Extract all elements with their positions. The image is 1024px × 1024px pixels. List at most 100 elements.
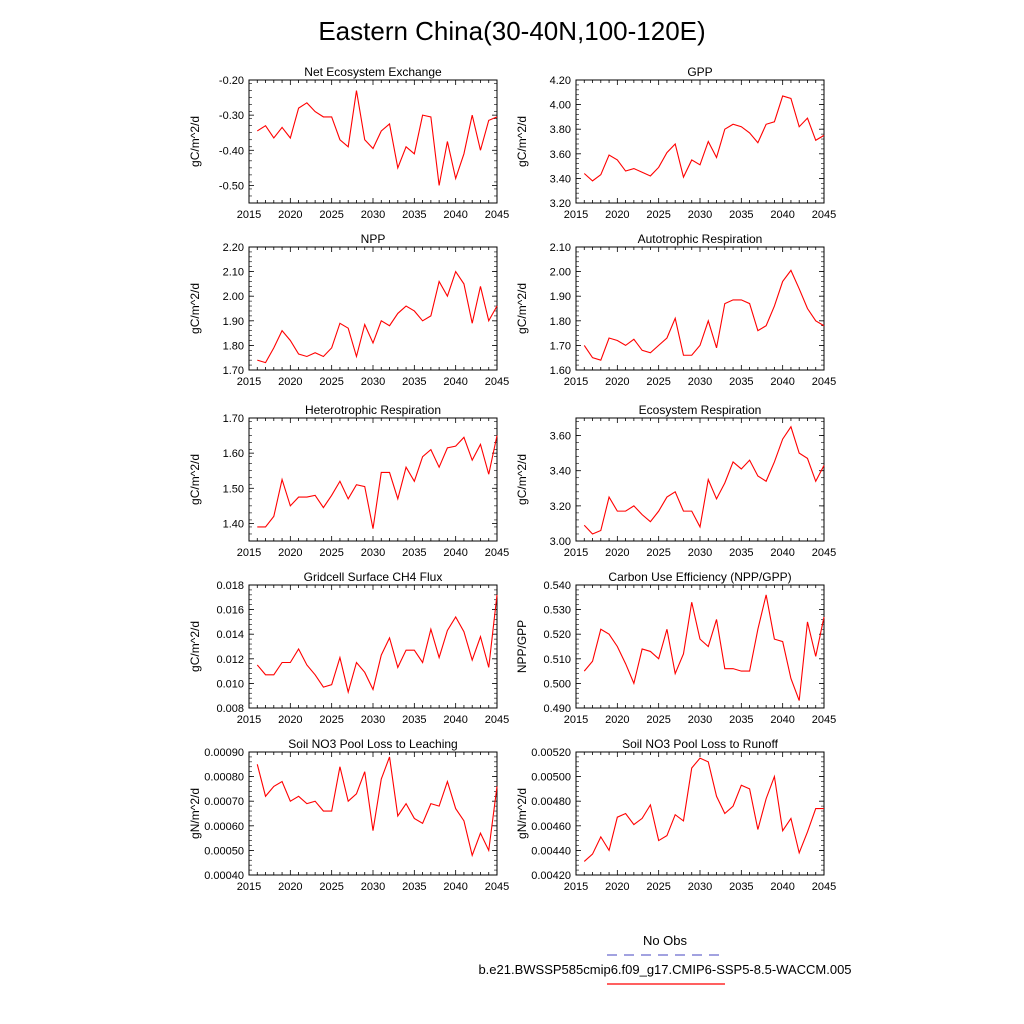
y-tick-label: 3.40 (550, 466, 571, 478)
y-tick-label: 0.00050 (204, 845, 244, 857)
x-tick-label: 2030 (361, 547, 385, 559)
x-tick-label: 2015 (564, 209, 588, 221)
y-tick-label: -0.20 (219, 75, 244, 87)
x-tick-label: 2045 (812, 547, 836, 559)
x-tick-label: 2045 (812, 714, 836, 726)
y-tick-label: -0.30 (219, 110, 244, 122)
npp-series-line (257, 270, 498, 364)
x-tick-label: 2035 (402, 376, 426, 388)
soil-no3-pool-loss-to-leaching-panel: 2015 2020 2025 2030 2035 2040 2045 0.00090 0.000… (188, 737, 509, 893)
x-tick-label: 2035 (729, 881, 753, 893)
x-tick-label: 2025 (646, 714, 670, 726)
y-tick-label: 1.80 (223, 340, 244, 352)
ecosystem-respiration-title: Ecosystem Respiration (639, 403, 762, 417)
x-tick-label: 2030 (361, 881, 385, 893)
x-tick-label: 2020 (278, 714, 302, 726)
y-tick-label: 1.90 (223, 316, 244, 328)
soil-no3-pool-loss-to-runoff-ylabel: gN/m^2/d (515, 788, 529, 839)
carbon-use-efficiency-npp-gpp-series-line (583, 594, 825, 701)
y-tick-label: 0.00070 (204, 796, 244, 808)
x-tick-label: 2020 (605, 547, 629, 559)
y-tick-label: -0.50 (219, 180, 244, 192)
soil-no3-pool-loss-to-runoff-panel: 2015 2020 2025 2030 2035 2040 2045 0.00520 0.005… (515, 737, 836, 893)
x-tick-label: 2040 (443, 714, 467, 726)
y-tick-label: 4.20 (550, 75, 571, 87)
y-tick-label: 1.70 (223, 365, 244, 377)
x-tick-label: 2035 (402, 881, 426, 893)
y-tick-label: 1.80 (550, 316, 571, 328)
y-tick-label: 3.80 (550, 124, 571, 136)
x-tick-label: 2015 (237, 209, 261, 221)
legend-model-label: b.e21.BWSSP585cmip6.f09_g17.CMIP6-SSP5-8… (478, 962, 851, 977)
heterotrophic-respiration-ylabel: gC/m^2/d (188, 454, 202, 505)
x-tick-label: 2025 (319, 547, 343, 559)
y-tick-label: -0.40 (219, 145, 244, 157)
net-ecosystem-exchange-ylabel: gC/m^2/d (188, 116, 202, 167)
y-tick-label: 0.00460 (531, 821, 571, 833)
gpp-ylabel: gC/m^2/d (515, 116, 529, 167)
heterotrophic-respiration-panel: 2015 2020 2025 2030 2035 2040 2045 1.70 1.60 1.50… (188, 403, 509, 559)
y-tick-label: 3.20 (550, 501, 571, 513)
x-tick-label: 2015 (564, 714, 588, 726)
soil-no3-pool-loss-to-runoff-title: Soil NO3 Pool Loss to Runoff (622, 737, 779, 751)
figure-title: Eastern China(30-40N,100-120E) (318, 16, 705, 46)
x-tick-label: 2015 (564, 547, 588, 559)
x-tick-label: 2025 (646, 209, 670, 221)
y-tick-label: 3.20 (550, 198, 571, 210)
x-tick-label: 2045 (485, 209, 509, 221)
ecosystem-respiration-series-line (583, 425, 825, 535)
x-tick-label: 2040 (443, 881, 467, 893)
x-tick-label: 2040 (443, 547, 467, 559)
y-tick-label: 3.60 (550, 431, 571, 443)
y-tick-label: 0.010 (216, 678, 244, 690)
x-tick-label: 2020 (278, 376, 302, 388)
x-tick-label: 2025 (319, 714, 343, 726)
y-tick-label: 0.520 (543, 629, 571, 641)
x-tick-label: 2025 (319, 376, 343, 388)
x-tick-label: 2035 (729, 547, 753, 559)
gridcell-surface-ch4-flux-title: Gridcell Surface CH4 Flux (304, 570, 443, 584)
x-tick-label: 2020 (605, 209, 629, 221)
ecosystem-respiration-ylabel: gC/m^2/d (515, 454, 529, 505)
x-tick-label: 2030 (361, 209, 385, 221)
carbon-use-efficiency-npp-gpp-panel: 2015 2020 2025 2030 2035 2040 2045 0.540 0.530 0.… (515, 570, 836, 726)
npp-panel: 2015 2020 2025 2030 2035 2040 2045 2.20 2.10 2.00… (188, 232, 509, 388)
x-tick-label: 2035 (402, 714, 426, 726)
y-tick-label: 0.016 (216, 605, 244, 617)
legend: No Obs b.e21.BWSSP585cmip6.f09_g17.CMIP6… (478, 933, 852, 985)
plot-frame (248, 417, 498, 542)
x-tick-label: 2025 (319, 881, 343, 893)
net-ecosystem-exchange-panel: 2015 2020 2025 2030 2035 2040 2045 -0.20 -0.30 -0… (188, 65, 509, 221)
soil-no3-pool-loss-to-leaching-title: Soil NO3 Pool Loss to Leaching (288, 737, 457, 751)
x-tick-label: 2040 (770, 376, 794, 388)
y-tick-label: 1.60 (223, 448, 244, 460)
x-tick-label: 2045 (485, 881, 509, 893)
x-tick-label: 2045 (812, 376, 836, 388)
x-tick-label: 2030 (361, 376, 385, 388)
y-tick-label: 4.00 (550, 100, 571, 112)
x-tick-label: 2030 (688, 376, 712, 388)
y-tick-label: 1.70 (223, 413, 244, 425)
soil-no3-pool-loss-to-leaching-ylabel: gN/m^2/d (188, 788, 202, 839)
y-tick-label: 0.510 (543, 654, 571, 666)
y-tick-label: 0.00420 (531, 870, 571, 882)
y-tick-label: 1.50 (223, 483, 244, 495)
x-tick-label: 2035 (729, 714, 753, 726)
legend-obs-label: No Obs (643, 933, 688, 948)
gpp-series-line (583, 95, 825, 182)
plot-frame (248, 751, 498, 876)
plot-frame (575, 584, 825, 709)
y-tick-label: 0.00040 (204, 870, 244, 882)
y-tick-label: 0.012 (216, 654, 244, 666)
plot-frame (248, 246, 498, 371)
gpp-title: GPP (687, 65, 712, 79)
y-tick-label: 0.540 (543, 580, 571, 592)
x-tick-label: 2045 (485, 376, 509, 388)
heterotrophic-respiration-title: Heterotrophic Respiration (305, 403, 441, 417)
ecosystem-respiration-panel: 2015 2020 2025 2030 2035 2040 2045 3.60 3.40 3.20… (515, 403, 836, 559)
y-tick-label: 3.40 (550, 173, 571, 185)
x-tick-label: 2025 (646, 547, 670, 559)
x-tick-label: 2020 (605, 376, 629, 388)
x-tick-label: 2030 (688, 881, 712, 893)
